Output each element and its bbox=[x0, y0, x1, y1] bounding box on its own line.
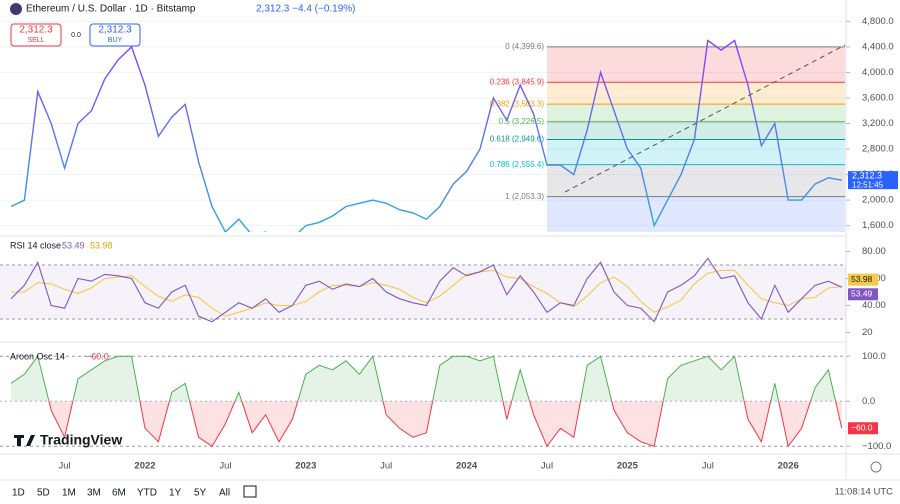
aroon-line bbox=[48, 401, 843, 448]
aroon-area bbox=[11, 356, 842, 402]
countdown: 12:51:45 bbox=[852, 180, 884, 189]
fib-band bbox=[547, 46, 845, 83]
buy-label: BUY bbox=[108, 37, 123, 44]
x-tick-label: 2026 bbox=[778, 461, 799, 472]
rsi-ma-value: 53.98 bbox=[90, 240, 113, 250]
y-tick-label: 100.0 bbox=[862, 351, 886, 362]
buy-price: 2,312.3 bbox=[98, 25, 132, 36]
rsi-line bbox=[10, 257, 843, 323]
range-button[interactable]: 1Y bbox=[169, 488, 182, 499]
rsi-tag bbox=[848, 273, 878, 286]
sell-price: 2,312.3 bbox=[19, 25, 53, 36]
price-line bbox=[10, 39, 842, 232]
fib-label: 1 (2,053.3) bbox=[505, 192, 544, 201]
y-tick-label: 40.00 bbox=[862, 300, 886, 311]
range-button[interactable]: YTD bbox=[137, 488, 157, 499]
rsi-tag bbox=[848, 288, 878, 301]
y-tick-label: 3,200.0 bbox=[862, 118, 894, 129]
quote: 2,312.3 −4.4 (−0.19%) bbox=[256, 4, 356, 15]
logo: TradingView bbox=[40, 432, 122, 448]
price-tag bbox=[848, 171, 898, 190]
rsi-band bbox=[0, 265, 846, 319]
rsi-title: RSI 14 close bbox=[10, 240, 61, 250]
fib-label: 0.618 (2,949.6) bbox=[490, 135, 545, 144]
clock: 11:08:14 UTC bbox=[835, 487, 894, 498]
y-tick-label: 20 bbox=[862, 327, 873, 338]
fib-label: 0.382 (3,503.3) bbox=[490, 99, 545, 108]
symbol-title: Ethereum / U.S. Dollar · 1D · Bitstamp bbox=[26, 4, 196, 15]
x-tick-label: Jul bbox=[219, 461, 231, 472]
fib-band bbox=[547, 104, 845, 122]
y-tick-label: 4,400.0 bbox=[862, 41, 894, 52]
buy-button[interactable] bbox=[89, 23, 141, 47]
y-tick-label: 2,800.0 bbox=[862, 144, 894, 155]
fib-label: 0.236 (3,845.9) bbox=[490, 77, 545, 86]
fib-band bbox=[547, 82, 845, 105]
aroon-title: Aroon Osc 14 bbox=[10, 351, 65, 361]
y-tick-label: 4,800.0 bbox=[862, 16, 894, 27]
price-tag-label: 2,312.3 bbox=[852, 171, 882, 181]
range-button[interactable]: 1D bbox=[12, 488, 25, 499]
x-tick-label: 2024 bbox=[456, 461, 478, 472]
logo-icon bbox=[14, 435, 35, 446]
y-tick-label: 0.0 bbox=[862, 396, 875, 407]
aroon-tag bbox=[848, 422, 878, 435]
y-tick-label: −100.0 bbox=[862, 441, 891, 452]
y-tick-label: 1,600.0 bbox=[862, 220, 894, 231]
aroon-value: −60.0 bbox=[86, 351, 109, 361]
y-tick-label: 2,000.0 bbox=[862, 195, 894, 206]
rsi-line bbox=[11, 269, 842, 317]
range-button[interactable]: 5D bbox=[37, 488, 50, 499]
range-button[interactable]: 5Y bbox=[194, 488, 207, 499]
range-button[interactable]: 3M bbox=[87, 488, 101, 499]
fib-label: 0 (4,399.6) bbox=[505, 42, 544, 51]
x-tick-label: Jul bbox=[380, 461, 392, 472]
aroon-line bbox=[10, 355, 837, 402]
x-tick-label: Jul bbox=[59, 461, 71, 472]
fib-label: 0.5 (3,226.5) bbox=[499, 117, 545, 126]
calendar-icon[interactable] bbox=[243, 485, 257, 498]
symbol-icon bbox=[10, 3, 22, 15]
range-button[interactable]: 1M bbox=[62, 488, 76, 499]
y-tick-label: 3,600.0 bbox=[862, 92, 894, 103]
sell-label: SELL bbox=[27, 37, 44, 44]
fib-band bbox=[547, 196, 845, 232]
sell-button[interactable] bbox=[10, 23, 62, 47]
rsi-tag-label: 53.98 bbox=[851, 274, 873, 284]
range-button[interactable]: 6M bbox=[112, 488, 126, 499]
x-tick-label: Jul bbox=[702, 461, 714, 472]
fib-label: 0.786 (2,555.4) bbox=[490, 160, 545, 169]
spread: 0.0 bbox=[71, 32, 81, 39]
rsi-value: 53.49 bbox=[62, 240, 85, 250]
x-tick-label: 2022 bbox=[134, 461, 155, 472]
rsi-tag-label: 53.49 bbox=[851, 289, 873, 299]
fib-band bbox=[547, 139, 845, 165]
x-tick-label: Jul bbox=[541, 461, 553, 472]
trend-line bbox=[564, 44, 846, 193]
y-tick-label: 80.00 bbox=[862, 246, 886, 257]
y-tick-label: 4,000.0 bbox=[862, 67, 894, 78]
aroon-tag-label: −60.0 bbox=[851, 423, 873, 433]
fib bbox=[547, 46, 845, 232]
settings-icon[interactable] bbox=[870, 461, 882, 473]
layer: 1,600.02,000.02,400.02,800.03,200.03,600… bbox=[0, 16, 898, 499]
x-tick-label: 2023 bbox=[295, 461, 316, 472]
x-tick-label: 2025 bbox=[617, 461, 639, 472]
range-button[interactable]: All bbox=[219, 488, 230, 499]
fib-band bbox=[547, 164, 845, 197]
